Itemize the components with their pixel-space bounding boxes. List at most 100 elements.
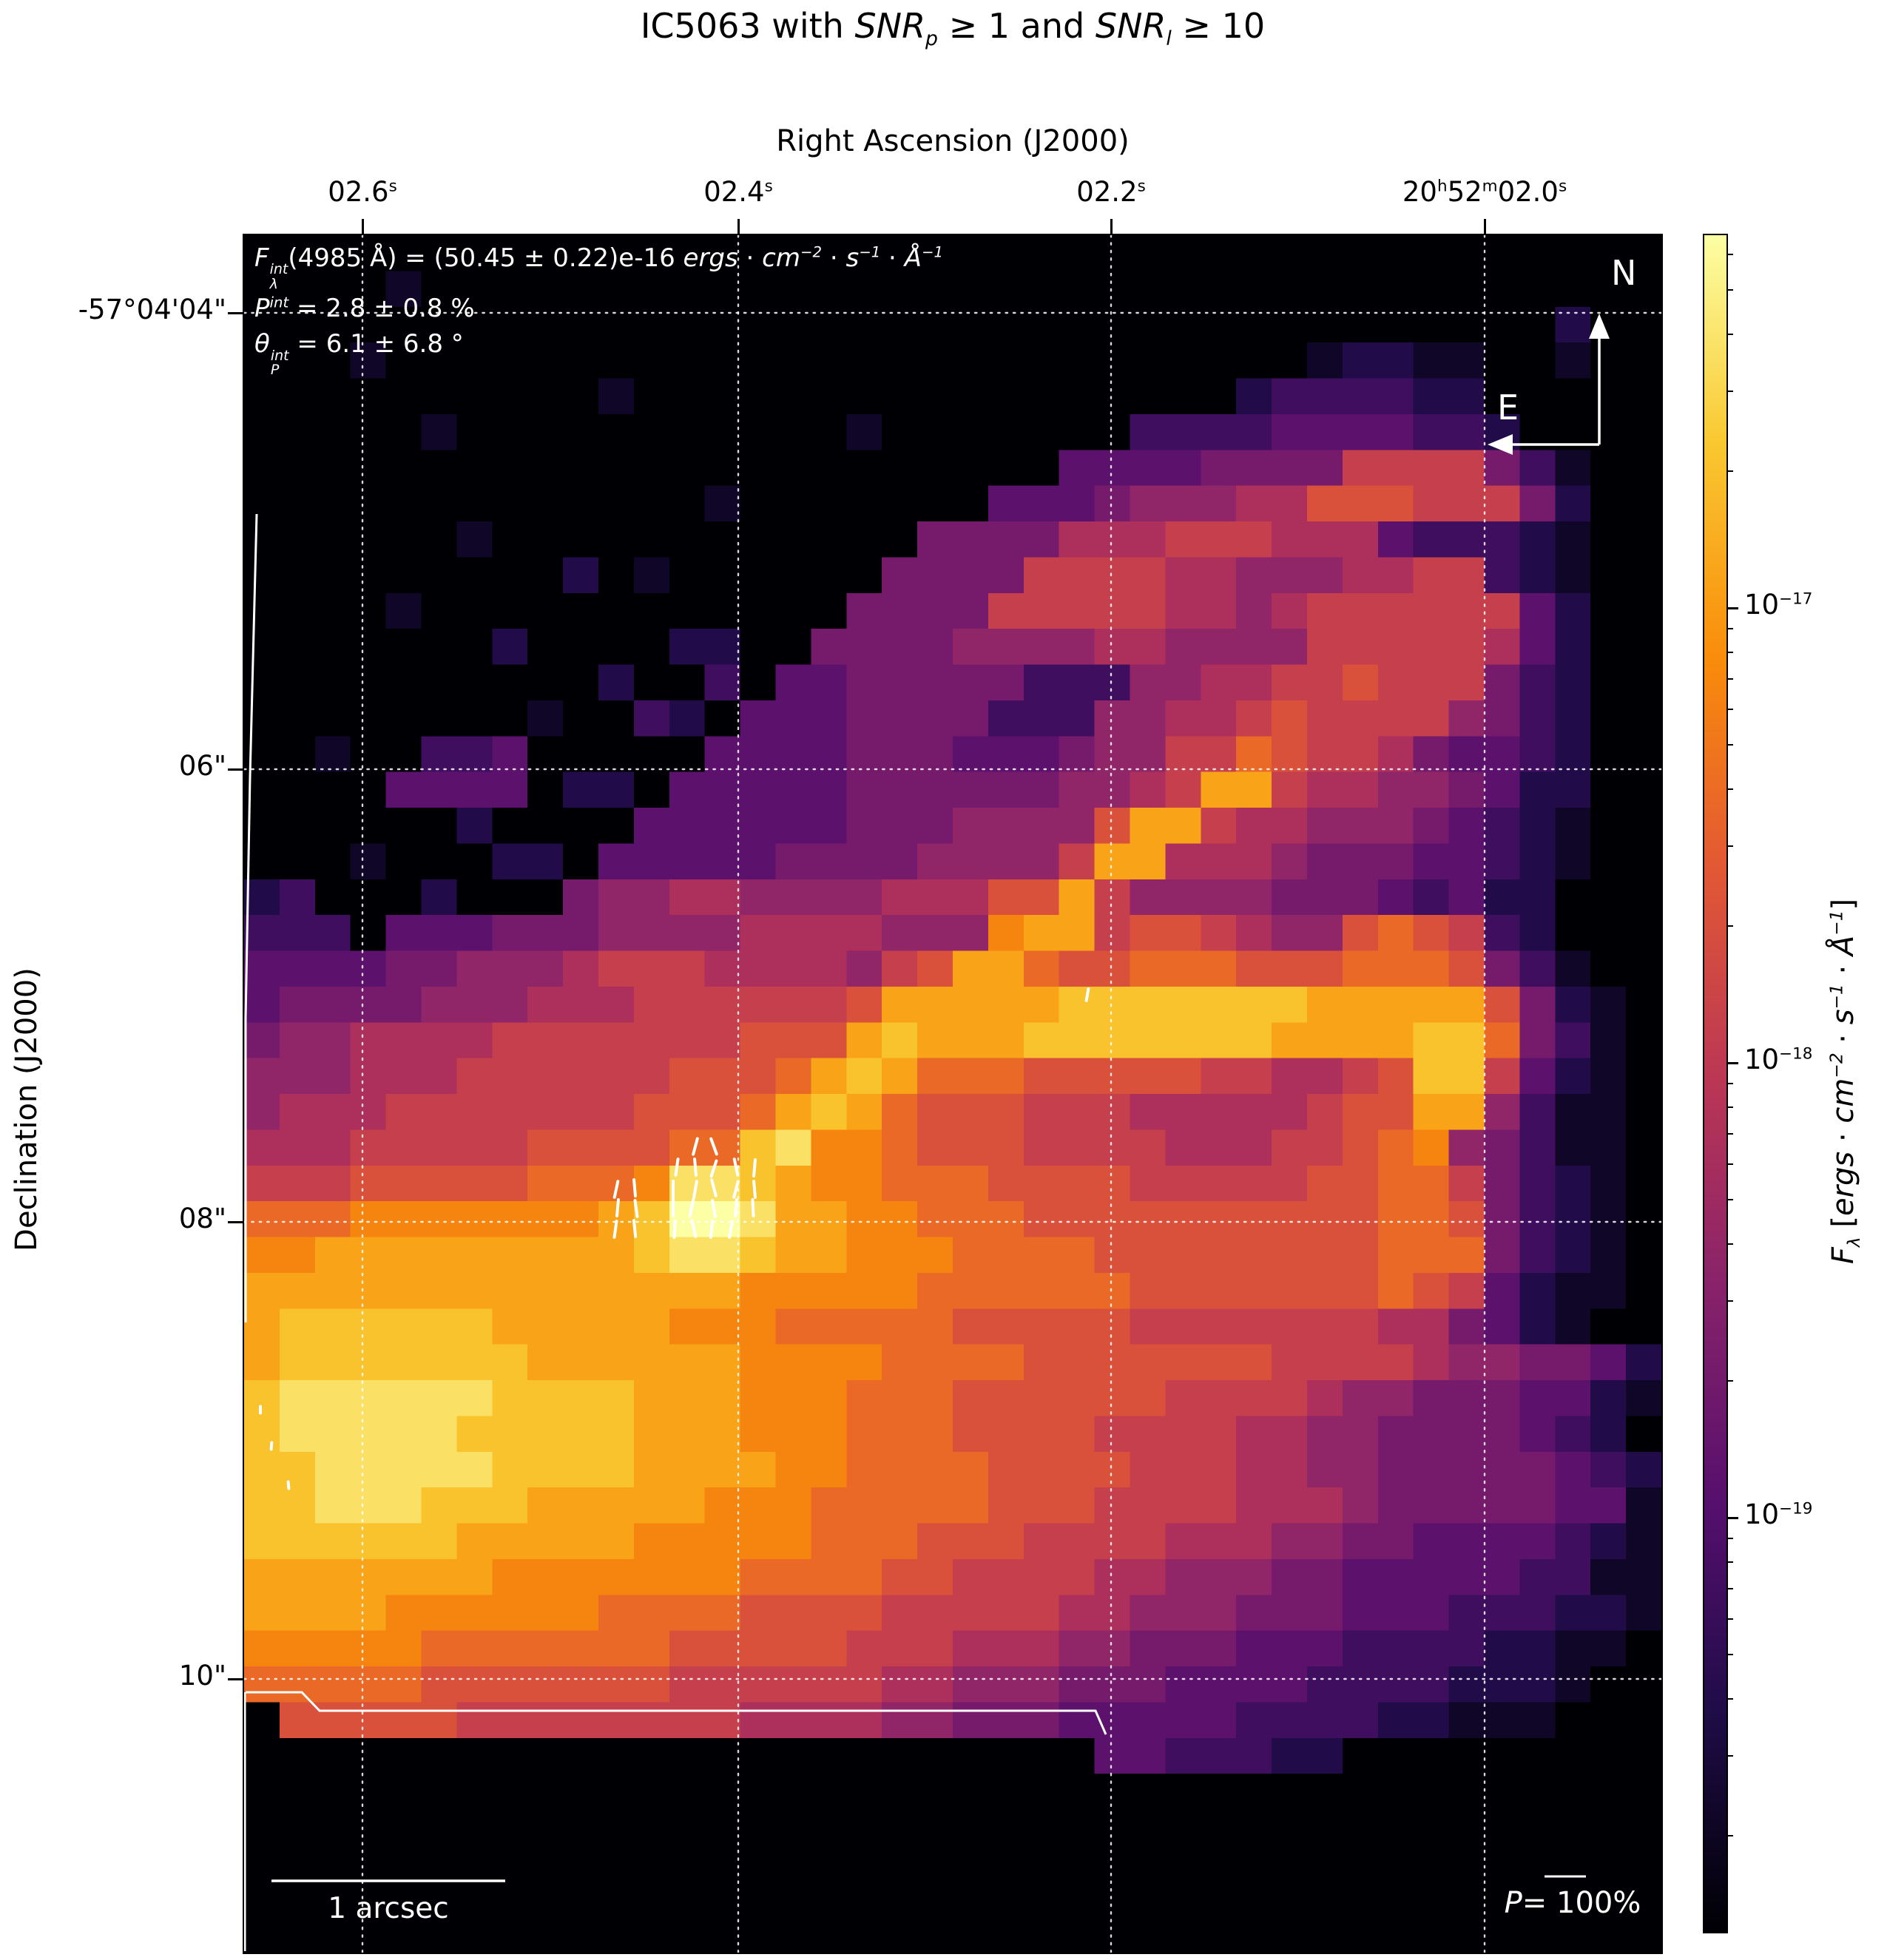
polarization-vector [732,1180,740,1199]
colorbar-major-tick [1726,1061,1738,1064]
polarization-vector [615,1198,620,1217]
colorbar-minor-tick [1726,845,1733,847]
field-boundary-line [246,1691,1107,1735]
colorbar-minor-tick [1726,1380,1733,1382]
flux-heatmap-canvas [244,235,1661,1953]
polarization-vector [752,1180,757,1199]
dec-tick-label: 06" [178,750,226,782]
colorbar-minor-tick [1726,470,1733,473]
polarization-vector [1084,987,1090,1002]
colorbar-minor-tick [1726,1754,1733,1757]
dec-tick-label: 10" [178,1660,226,1692]
colorbar-minor-tick [1726,390,1733,392]
polarization-vector [612,1220,618,1239]
colorbar-minor-tick [1726,1199,1733,1201]
polarization-legend-label: P= 100% [1504,1886,1641,1920]
colorbar-minor-tick [1726,925,1733,927]
colorbar-minor-tick [1726,1300,1733,1302]
colorbar-minor-tick [1726,1561,1733,1563]
polarization-vector [734,1198,738,1217]
ra-tick-label: 02.6s [328,176,397,208]
figure-title: IC5063 with SNRp ≥ 1 and SNRl ≥ 10 [640,6,1266,51]
polarization-vector [688,1198,695,1217]
colorbar-minor-tick [1726,628,1733,630]
compass-north-arrowhead [1589,314,1610,339]
polarization-vector [674,1158,680,1177]
polarization-vector [710,1178,718,1197]
colorbar-minor-tick [1726,708,1733,710]
ra-tick-mark [361,219,364,235]
ra-tick-label: 20h52m02.0s [1402,176,1567,208]
polarization-vector [728,1220,734,1239]
colorbar-minor-tick [1726,1698,1733,1700]
polarization-vector [693,1158,698,1177]
colorbar-minor-tick [1726,289,1733,291]
colorbar-minor-tick [1726,1654,1733,1656]
dec-tick-label: 08" [178,1203,226,1234]
colorbar-minor-tick [1726,1587,1733,1589]
colorbar-minor-tick [1726,651,1733,653]
compass-east-arrowhead [1488,434,1513,455]
colorbar-minor-tick [1726,1835,1733,1837]
polarization-vector [709,1159,718,1178]
colorbar-minor-tick [1726,788,1733,791]
polarization-vector [752,1158,757,1177]
compass-north-label: N [1611,253,1637,293]
ra-tick-mark [737,219,740,235]
colorbar-major-tick [1726,606,1738,609]
colorbar-minor-tick [1726,1083,1733,1085]
colorbar-tick-label: 10−17 [1744,589,1813,621]
colorbar-tick-label: 10−19 [1744,1498,1813,1531]
polarization-vector [286,1480,291,1490]
scalebar-label: 1 arcsec [328,1892,449,1925]
colorbar-minor-tick [1726,1163,1733,1165]
polarization-vector [269,1441,274,1451]
field-boundary-line [244,513,258,1322]
dec-tick-label: -57°04'04" [78,294,226,325]
colorbar-major-tick [1726,1516,1738,1519]
polarization-vector [751,1198,755,1217]
colorbar-minor-tick [1726,744,1733,746]
colorbar-minor-tick [1726,1106,1733,1108]
colorbar-axis-label: Fλ [ergs · cm−2 · s−1 · Å−1] [1826,898,1864,1265]
ra-tick-mark [1483,219,1486,235]
polarization-vector [709,1220,715,1239]
plot-overlay [244,235,1661,1953]
ra-axis-label: Right Ascension (J2000) [776,124,1130,158]
ra-tick-label: 02.4s [703,176,773,208]
colorbar [1703,234,1728,1933]
annotation-polarization-line: Pint = 2.8 ± 0.8 % [254,294,475,324]
dec-tick-mark [228,1220,244,1223]
colorbar-minor-tick [1726,253,1733,255]
colorbar-minor-tick [1726,1618,1733,1620]
compass-east-label: E [1497,388,1519,428]
dec-tick-mark [228,768,244,771]
colorbar-canvas [1704,235,1726,1932]
ra-tick-label: 02.2s [1076,176,1146,208]
ra-tick-mark [1110,219,1113,235]
polarization-vector [612,1180,620,1199]
polarization-vector [732,1158,740,1177]
dec-tick-mark [228,1677,244,1680]
colorbar-minor-tick [1726,334,1733,336]
polarization-vector [709,1137,718,1156]
colorbar-tick-label: 10−18 [1744,1044,1813,1076]
annotation-angle-line: θ int P = 6.1 ± 6.8 ° [254,329,464,379]
polarization-vector [690,1219,698,1238]
colorbar-minor-tick [1726,1132,1733,1135]
polarization-vector [632,1178,637,1197]
colorbar-minor-tick [1726,677,1733,680]
polarization-vector [692,1137,699,1156]
colorbar-minor-tick [1726,1243,1733,1246]
polarization-vector [632,1219,638,1238]
polarization-vector [692,1180,698,1199]
polarization-vector [711,1199,717,1218]
dec-tick-mark [228,311,244,314]
colorbar-minor-tick [1726,1538,1733,1540]
polarization-vector [633,1199,639,1218]
polarization-vector [672,1220,677,1239]
